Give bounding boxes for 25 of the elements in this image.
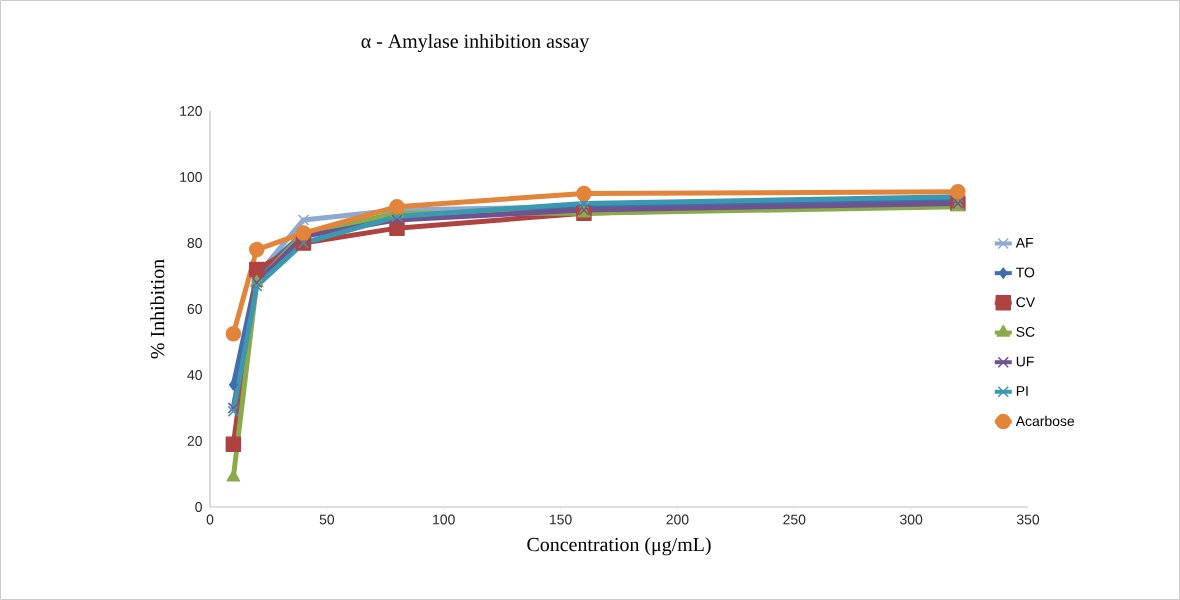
legend-label: AF <box>1015 237 1034 248</box>
y-tick-label: 120 <box>180 106 202 116</box>
x-tick-label: 250 <box>783 514 806 525</box>
legend-label: CV <box>1016 297 1036 308</box>
y-tick-label: 60 <box>187 304 202 314</box>
y-tick-label: 80 <box>187 238 202 248</box>
x-axis-title: Concentration (μg/mL) <box>527 537 711 556</box>
legend-label: PI <box>1016 386 1028 396</box>
x-tick-label: 300 <box>900 514 923 525</box>
legend-label: TO <box>1016 267 1035 278</box>
x-tick-label: 350 <box>1016 514 1040 525</box>
chart-title: α - Amylase inhibition assay <box>361 33 590 53</box>
legend-label: UF <box>1016 356 1034 367</box>
y-axis-title: % Inhibition <box>150 259 165 359</box>
y-tick-label: 40 <box>187 370 202 380</box>
y-tick-label: 20 <box>187 436 202 446</box>
x-tick-label: 150 <box>550 514 572 525</box>
legend-label: Acarbose <box>1015 415 1075 427</box>
x-tick-label: 100 <box>433 514 455 525</box>
x-tick-label: 50 <box>319 514 335 525</box>
x-tick-label: 0 <box>206 514 214 525</box>
legend-label: SC <box>1016 326 1035 337</box>
y-tick-label: 100 <box>180 172 202 182</box>
x-tick-label: 200 <box>666 514 689 525</box>
y-tick-label: 0 <box>195 502 202 512</box>
